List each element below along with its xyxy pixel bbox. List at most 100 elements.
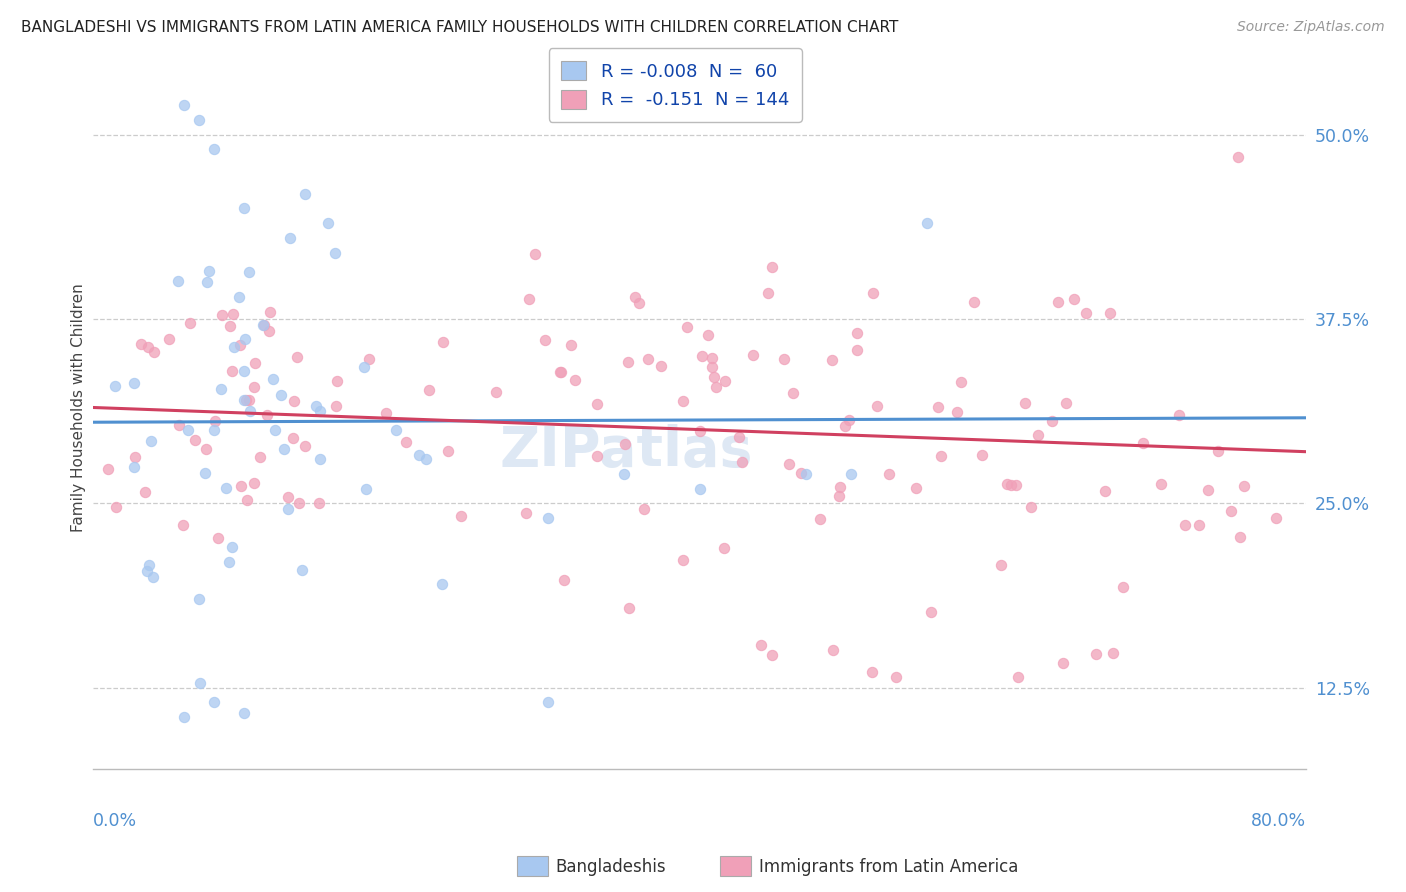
Text: Bangladeshis: Bangladeshis [555, 858, 666, 876]
Point [202, 143, 225, 157]
Point [198, 264, 221, 278]
Point [839, 467, 862, 481]
Point [548, 365, 571, 379]
Point [238, 265, 260, 279]
Point [633, 502, 655, 516]
Point [252, 318, 274, 332]
Point [1063, 292, 1085, 306]
Point [229, 338, 252, 352]
Point [233, 706, 256, 720]
Point [195, 276, 218, 290]
Point [821, 643, 844, 657]
Point [1174, 518, 1197, 533]
Point [1233, 479, 1256, 493]
Point [963, 295, 986, 310]
Point [316, 216, 339, 230]
Point [884, 670, 907, 684]
Point [515, 506, 537, 520]
Point [537, 695, 560, 709]
Text: Source: ZipAtlas.com: Source: ZipAtlas.com [1237, 20, 1385, 34]
Point [1042, 414, 1064, 428]
Point [236, 493, 259, 508]
Point [277, 491, 299, 505]
Point [927, 400, 949, 414]
Point [838, 413, 860, 427]
Point [485, 384, 508, 399]
Point [285, 350, 308, 364]
Point [586, 397, 609, 411]
Point [235, 332, 257, 346]
Point [1019, 500, 1042, 514]
Point [277, 502, 299, 516]
Point [415, 452, 437, 467]
Point [278, 231, 301, 245]
Point [326, 375, 349, 389]
Point [305, 399, 328, 413]
Point [761, 648, 783, 662]
Point [97, 462, 120, 476]
Point [862, 285, 884, 300]
Point [778, 457, 800, 471]
Point [450, 509, 472, 524]
Point [253, 318, 276, 333]
Point [432, 335, 454, 350]
Point [1000, 477, 1022, 491]
Point [262, 372, 284, 386]
Point [860, 665, 883, 680]
Point [209, 383, 232, 397]
Point [821, 353, 844, 368]
Point [790, 466, 813, 480]
Point [1265, 511, 1288, 525]
Point [637, 351, 659, 366]
Point [617, 355, 640, 369]
Point [218, 555, 240, 569]
Point [877, 467, 900, 481]
Point [219, 318, 242, 333]
Point [585, 450, 607, 464]
Point [408, 448, 430, 462]
Point [221, 364, 243, 378]
Point [676, 320, 699, 334]
Point [249, 450, 271, 464]
Point [617, 600, 640, 615]
Point [950, 376, 973, 390]
Legend: R = -0.008  N =  60, R =  -0.151  N = 144: R = -0.008 N = 60, R = -0.151 N = 144 [548, 48, 801, 122]
Point [124, 450, 146, 465]
Point [202, 695, 225, 709]
Point [173, 98, 195, 112]
Point [359, 352, 381, 367]
Point [325, 245, 347, 260]
Point [1168, 409, 1191, 423]
Point [915, 216, 938, 230]
Point [704, 380, 727, 394]
Point [228, 290, 250, 304]
Point [354, 482, 377, 496]
Point [239, 404, 262, 418]
Point [537, 511, 560, 525]
Point [283, 431, 305, 445]
Point [1206, 444, 1229, 458]
Point [188, 676, 211, 690]
Point [124, 376, 146, 390]
Point [689, 424, 711, 438]
Point [243, 380, 266, 394]
Point [105, 500, 128, 515]
Point [238, 392, 260, 407]
Point [273, 442, 295, 457]
Point [259, 305, 281, 319]
Point [233, 393, 256, 408]
Point [921, 605, 943, 619]
Point [1085, 647, 1108, 661]
Point [628, 296, 651, 310]
Point [846, 343, 869, 358]
Point [866, 399, 889, 413]
Point [1229, 530, 1251, 544]
Point [129, 336, 152, 351]
Point [308, 495, 330, 509]
Point [749, 638, 772, 652]
Point [613, 437, 636, 451]
Point [418, 383, 440, 397]
Point [524, 247, 547, 261]
Point [353, 360, 375, 375]
Point [309, 452, 332, 467]
